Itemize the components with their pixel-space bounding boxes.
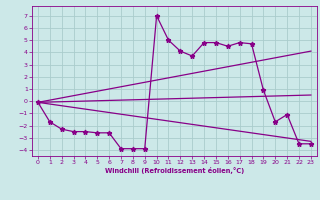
X-axis label: Windchill (Refroidissement éolien,°C): Windchill (Refroidissement éolien,°C) — [105, 167, 244, 174]
